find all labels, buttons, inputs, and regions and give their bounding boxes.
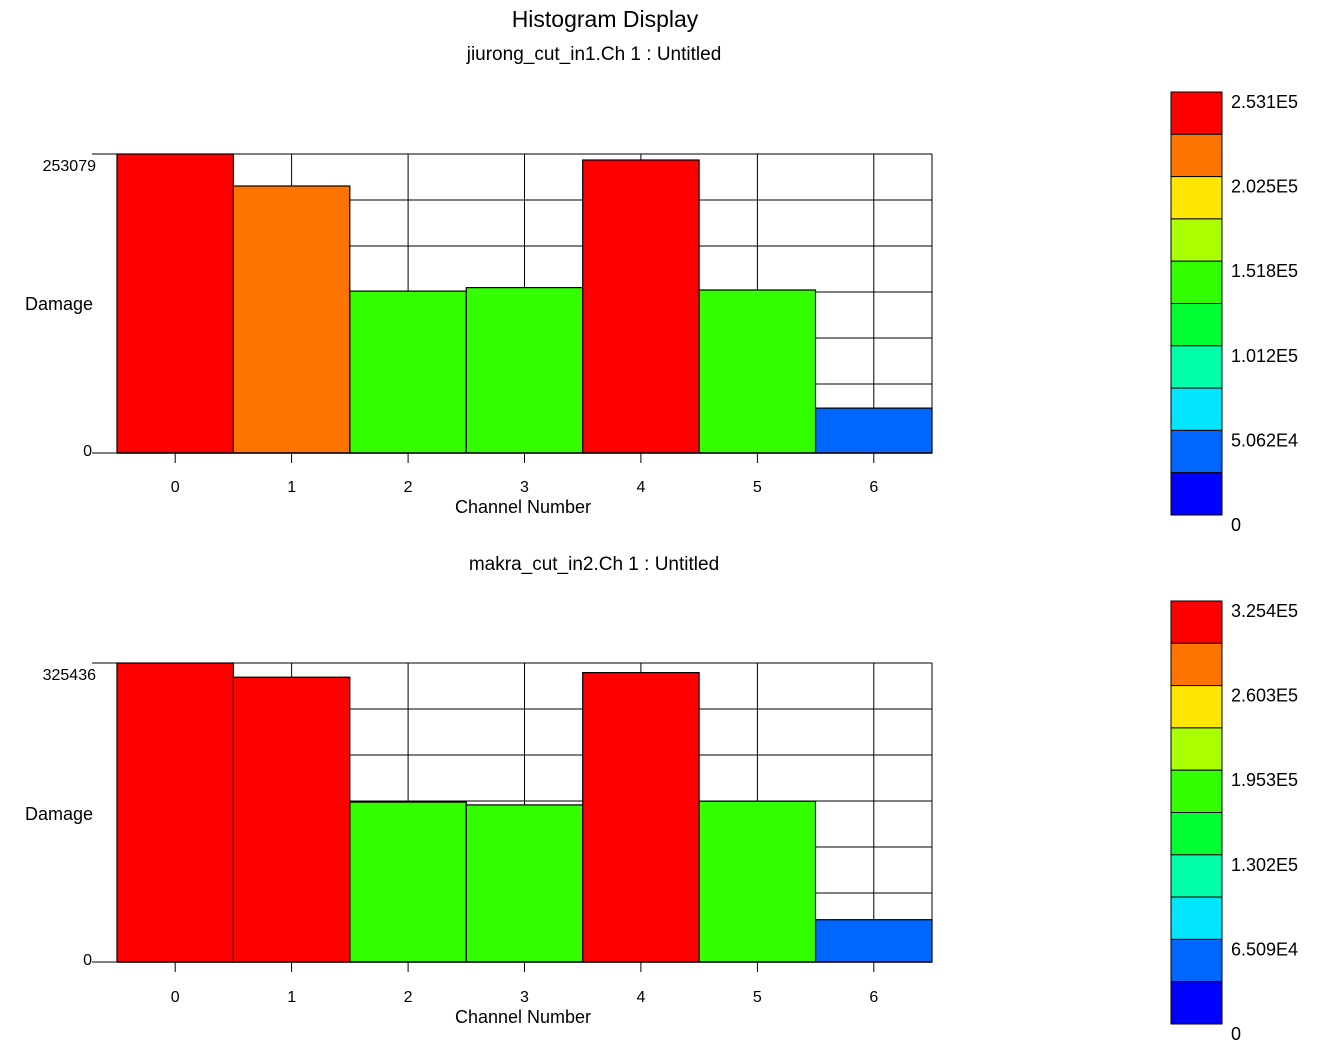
colorbar-label: 2.531E5 <box>1231 92 1298 112</box>
colorbar-label: 2.603E5 <box>1231 686 1298 706</box>
colorbar-label: 3.254E5 <box>1231 601 1298 621</box>
colorbar-segment <box>1170 345 1223 389</box>
y-tick-label: 325436 <box>43 667 96 684</box>
x-tick-label: 2 <box>404 479 413 496</box>
colorbar-segment <box>1170 387 1223 431</box>
y-tick-label: 253079 <box>43 158 96 175</box>
colorbar-label: 1.518E5 <box>1231 261 1298 281</box>
histogram-bar <box>116 153 235 454</box>
colorbar-label: 0 <box>1231 1024 1241 1044</box>
colorbar-segment <box>1170 472 1223 516</box>
x-tick-label: 2 <box>404 989 413 1006</box>
x-tick-label: 0 <box>171 989 180 1006</box>
x-tick-label: 0 <box>171 479 180 496</box>
colorbar-segment <box>1170 727 1223 771</box>
y-axis-label: Damage <box>25 804 93 824</box>
histogram-bar <box>116 662 235 963</box>
colorbar-segment <box>1170 600 1223 644</box>
x-axis-label: Channel Number <box>455 1007 591 1027</box>
chart-subtitle: jiurong_cut_in1.Ch 1 : Untitled <box>466 44 722 65</box>
histogram-bar <box>582 671 700 963</box>
colorbar-segment <box>1170 91 1223 135</box>
y-tick-label: 0 <box>83 443 92 460</box>
chart-subtitle: makra_cut_in2.Ch 1 : Untitled <box>469 554 719 575</box>
colorbar-label: 5.062E4 <box>1231 430 1298 450</box>
colorbar-segment <box>1170 133 1223 178</box>
colorbar-segment <box>1170 981 1223 1025</box>
x-tick-label: 1 <box>287 479 296 496</box>
x-tick-label: 4 <box>636 989 645 1006</box>
colorbar-segment <box>1170 176 1223 220</box>
colorbar-segment <box>1170 429 1223 474</box>
histogram-bar <box>698 800 817 963</box>
main-title: Histogram Display <box>511 6 699 32</box>
histogram-bar <box>698 289 817 454</box>
histogram-bar <box>814 919 933 963</box>
x-tick-label: 5 <box>753 479 762 496</box>
colorbar-segment <box>1170 938 1223 983</box>
y-axis-label: Damage <box>25 294 93 314</box>
histogram-bar <box>465 287 584 454</box>
x-tick-label: 6 <box>869 989 878 1006</box>
x-tick-label: 1 <box>287 989 296 1006</box>
colorbar-segment <box>1170 685 1223 729</box>
x-tick-label: 6 <box>869 479 878 496</box>
histogram-bar <box>349 290 467 454</box>
histogram-bar <box>232 676 351 963</box>
histogram-bar <box>814 407 933 454</box>
colorbar-label: 1.012E5 <box>1231 346 1298 366</box>
colorbar-segment <box>1170 218 1223 262</box>
histogram-bar <box>582 159 700 454</box>
colorbar-label: 6.509E4 <box>1231 939 1298 959</box>
x-tick-label: 5 <box>753 989 762 1006</box>
colorbar-segment <box>1170 769 1223 814</box>
x-tick-label: 3 <box>520 479 529 496</box>
x-axis-label: Channel Number <box>455 497 591 517</box>
histogram-bar <box>232 185 351 454</box>
colorbar-label: 0 <box>1231 515 1241 535</box>
colorbar-segment <box>1170 854 1223 898</box>
colorbar-label: 2.025E5 <box>1231 177 1298 197</box>
colorbar-segment <box>1170 260 1223 305</box>
colorbar-label: 1.302E5 <box>1231 855 1298 875</box>
colorbar-label: 1.953E5 <box>1231 770 1298 790</box>
colorbar-segment <box>1170 303 1223 347</box>
colorbar-segment <box>1170 642 1223 687</box>
colorbar-segment <box>1170 812 1223 856</box>
x-tick-label: 4 <box>636 479 645 496</box>
y-tick-label: 0 <box>83 952 92 969</box>
colorbar-segment <box>1170 896 1223 940</box>
histogram-bar <box>349 801 467 963</box>
histogram-bar <box>465 804 584 963</box>
x-tick-label: 3 <box>520 989 529 1006</box>
